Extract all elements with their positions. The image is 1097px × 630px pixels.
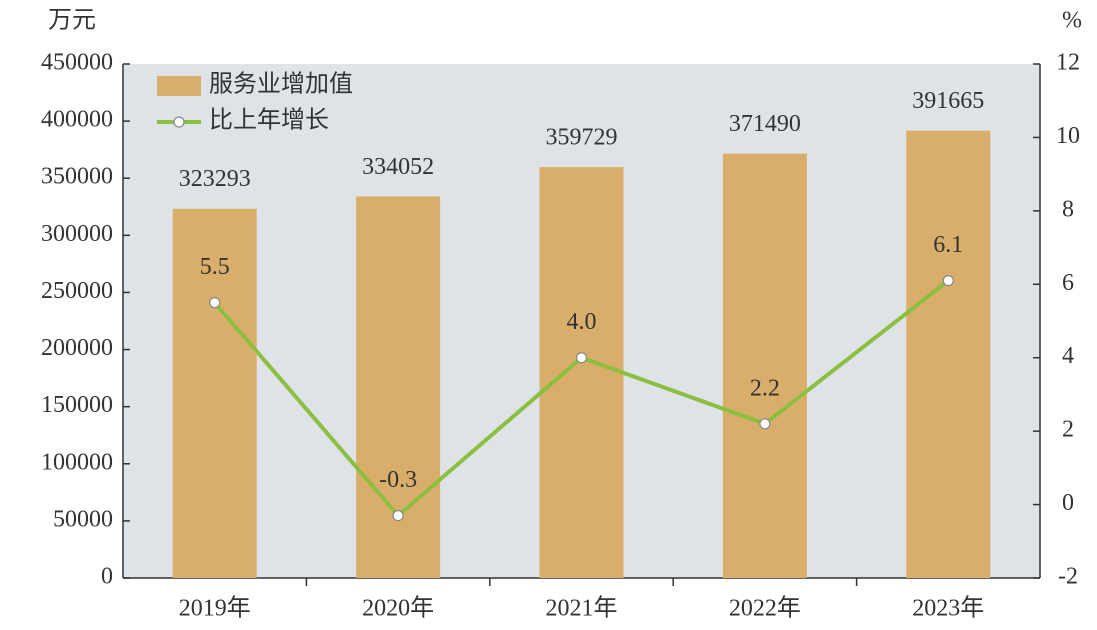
y-tick-label: 250000 (41, 278, 113, 304)
bar (906, 130, 991, 578)
bar (722, 153, 807, 578)
bar-value-label: 334052 (362, 154, 434, 180)
legend-label: 服务业增加值 (209, 71, 353, 98)
x-tick-label: 2019年 (179, 595, 251, 622)
line-value-label: 2.2 (750, 375, 780, 401)
line-marker (759, 418, 771, 430)
y-tick-label: 100000 (41, 449, 113, 475)
bar-value-label: 323293 (179, 166, 251, 192)
x-tick-label: 2021年 (546, 595, 618, 622)
y2-tick-label: 8 (1062, 196, 1074, 222)
y2-tick-label: 2 (1062, 417, 1074, 443)
y2-tick-label: 12 (1056, 50, 1080, 76)
line-value-label: -0.3 (379, 467, 417, 493)
legend-swatch (157, 76, 201, 96)
y-tick-label: 400000 (41, 107, 113, 133)
y-tick-label: 200000 (41, 335, 113, 361)
line-marker (575, 352, 588, 364)
legend-label: 比上年增长 (209, 107, 329, 134)
legend-marker (173, 116, 185, 128)
y2-axis-unit: % (1062, 8, 1082, 34)
y-tick-label: 50000 (53, 506, 113, 532)
x-tick-label: 2023年 (912, 595, 984, 622)
bar (172, 208, 257, 579)
y-tick-label: 450000 (41, 50, 113, 76)
y2-tick-label: 6 (1062, 270, 1074, 296)
y2-tick-label: 0 (1062, 490, 1074, 516)
line-value-label: 5.5 (200, 254, 230, 280)
y-tick-label: 0 (101, 564, 113, 590)
y-axis-unit: 万元 (48, 8, 96, 34)
y2-tick-label: 4 (1062, 343, 1074, 369)
bar (539, 167, 624, 578)
y2-tick-label: -2 (1058, 564, 1078, 590)
line-marker (209, 297, 221, 309)
bar-value-label: 359729 (546, 125, 618, 151)
y-tick-label: 350000 (41, 164, 113, 190)
y-tick-label: 150000 (41, 392, 113, 418)
line-value-label: 4.0 (567, 309, 597, 335)
bar-value-label: 391665 (912, 88, 984, 114)
y-tick-label: 300000 (41, 221, 113, 247)
line-marker (942, 275, 954, 287)
line-marker (392, 509, 404, 522)
bar-value-label: 371490 (729, 111, 801, 137)
x-tick-label: 2020年 (362, 595, 434, 622)
y2-tick-label: 10 (1056, 123, 1080, 149)
x-tick-label: 2022年 (729, 595, 801, 622)
line-value-label: 6.1 (933, 232, 963, 258)
